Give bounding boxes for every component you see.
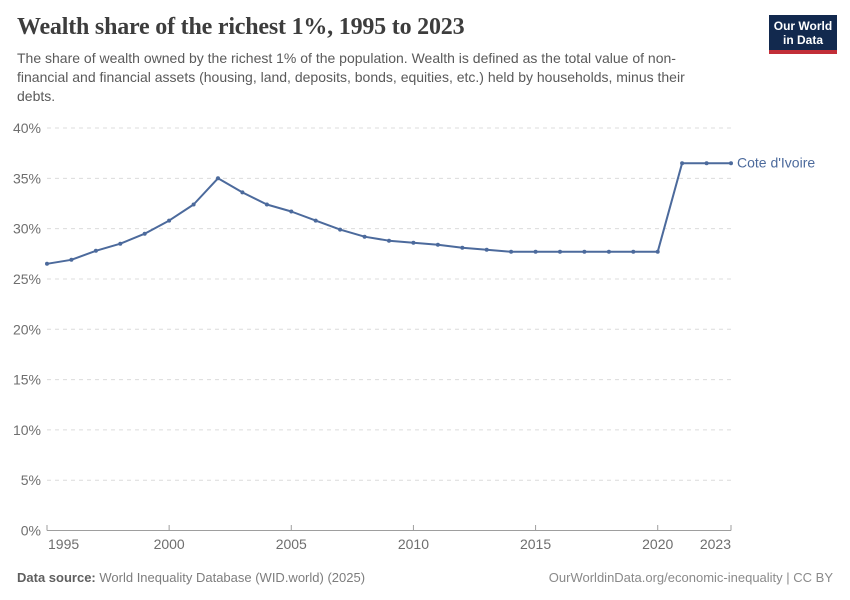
data-point-2009[interactable] (387, 238, 391, 243)
data-source-text[interactable]: World Inequality Database (WID.world) (2… (99, 570, 366, 585)
data-point-1998[interactable] (118, 241, 123, 246)
y-tick-label-40: 40% (13, 120, 41, 136)
data-point-2005[interactable] (289, 209, 294, 214)
data-point-2003[interactable] (240, 190, 245, 195)
chart-footer: Data source: World Inequality Database (… (17, 570, 833, 585)
chart-header: Wealth share of the richest 1%, 1995 to … (17, 14, 833, 106)
y-tick-label-25: 25% (13, 271, 41, 287)
data-point-1999[interactable] (142, 231, 147, 236)
x-tick-label-2000: 2000 (154, 536, 185, 552)
x-tick-label-2015: 2015 (520, 536, 551, 552)
y-tick-label-5: 5% (21, 472, 41, 488)
y-tick-label-35: 35% (13, 170, 41, 186)
data-point-1996[interactable] (69, 257, 74, 262)
data-point-2000[interactable] (167, 218, 172, 223)
y-tick-label-30: 30% (13, 221, 41, 237)
x-tick-label-1995: 1995 (48, 536, 79, 552)
series-label-cote-divoire[interactable]: Cote d'Ivoire (737, 155, 815, 171)
data-point-2010[interactable] (411, 240, 416, 245)
data-point-2018[interactable] (606, 249, 611, 254)
data-point-2004[interactable] (264, 202, 269, 207)
y-tick-label-0: 0% (21, 523, 41, 539)
data-point-2015[interactable] (533, 249, 538, 254)
x-tick-label-2020: 2020 (642, 536, 673, 552)
page-title: Wealth share of the richest 1%, 1995 to … (17, 14, 465, 40)
data-point-2011[interactable] (435, 242, 440, 247)
data-source-label: Data source: (17, 570, 96, 585)
data-point-2008[interactable] (362, 234, 367, 239)
data-source: Data source: World Inequality Database (… (17, 570, 365, 585)
x-tick-label-2023: 2023 (700, 536, 731, 552)
y-tick-label-20: 20% (13, 321, 41, 337)
data-point-2022[interactable] (704, 161, 709, 166)
data-point-2012[interactable] (460, 245, 465, 250)
data-point-2013[interactable] (484, 247, 489, 252)
y-tick-label-10: 10% (13, 422, 41, 438)
data-point-2021[interactable] (680, 161, 685, 166)
data-point-1995[interactable] (45, 261, 49, 266)
series-line-cote-divoire[interactable] (46, 162, 732, 265)
data-point-2002[interactable] (216, 176, 220, 181)
owid-link[interactable]: OurWorldinData.org/economic-inequality |… (548, 570, 833, 585)
data-point-2016[interactable] (558, 249, 562, 254)
data-point-2007[interactable] (338, 227, 343, 232)
x-tick-label-2010: 2010 (398, 536, 429, 552)
data-point-2023[interactable] (729, 161, 733, 166)
owid-logo-line2: in Data (782, 33, 823, 47)
owid-logo-line1: Our World (773, 19, 833, 33)
data-point-2019[interactable] (631, 249, 636, 254)
y-tick-label-15: 15% (13, 372, 41, 388)
data-point-2017[interactable] (582, 249, 587, 254)
chart-subtitle: The share of wealth owned by the richest… (17, 50, 685, 104)
data-point-2020[interactable] (655, 249, 660, 254)
data-point-2001[interactable] (191, 202, 196, 207)
owid-logo[interactable]: Our World in Data (769, 15, 837, 54)
x-tick-label-2005: 2005 (276, 536, 307, 552)
data-point-2014[interactable] (509, 249, 514, 254)
data-point-2006[interactable] (313, 218, 318, 223)
data-point-1997[interactable] (93, 248, 98, 253)
